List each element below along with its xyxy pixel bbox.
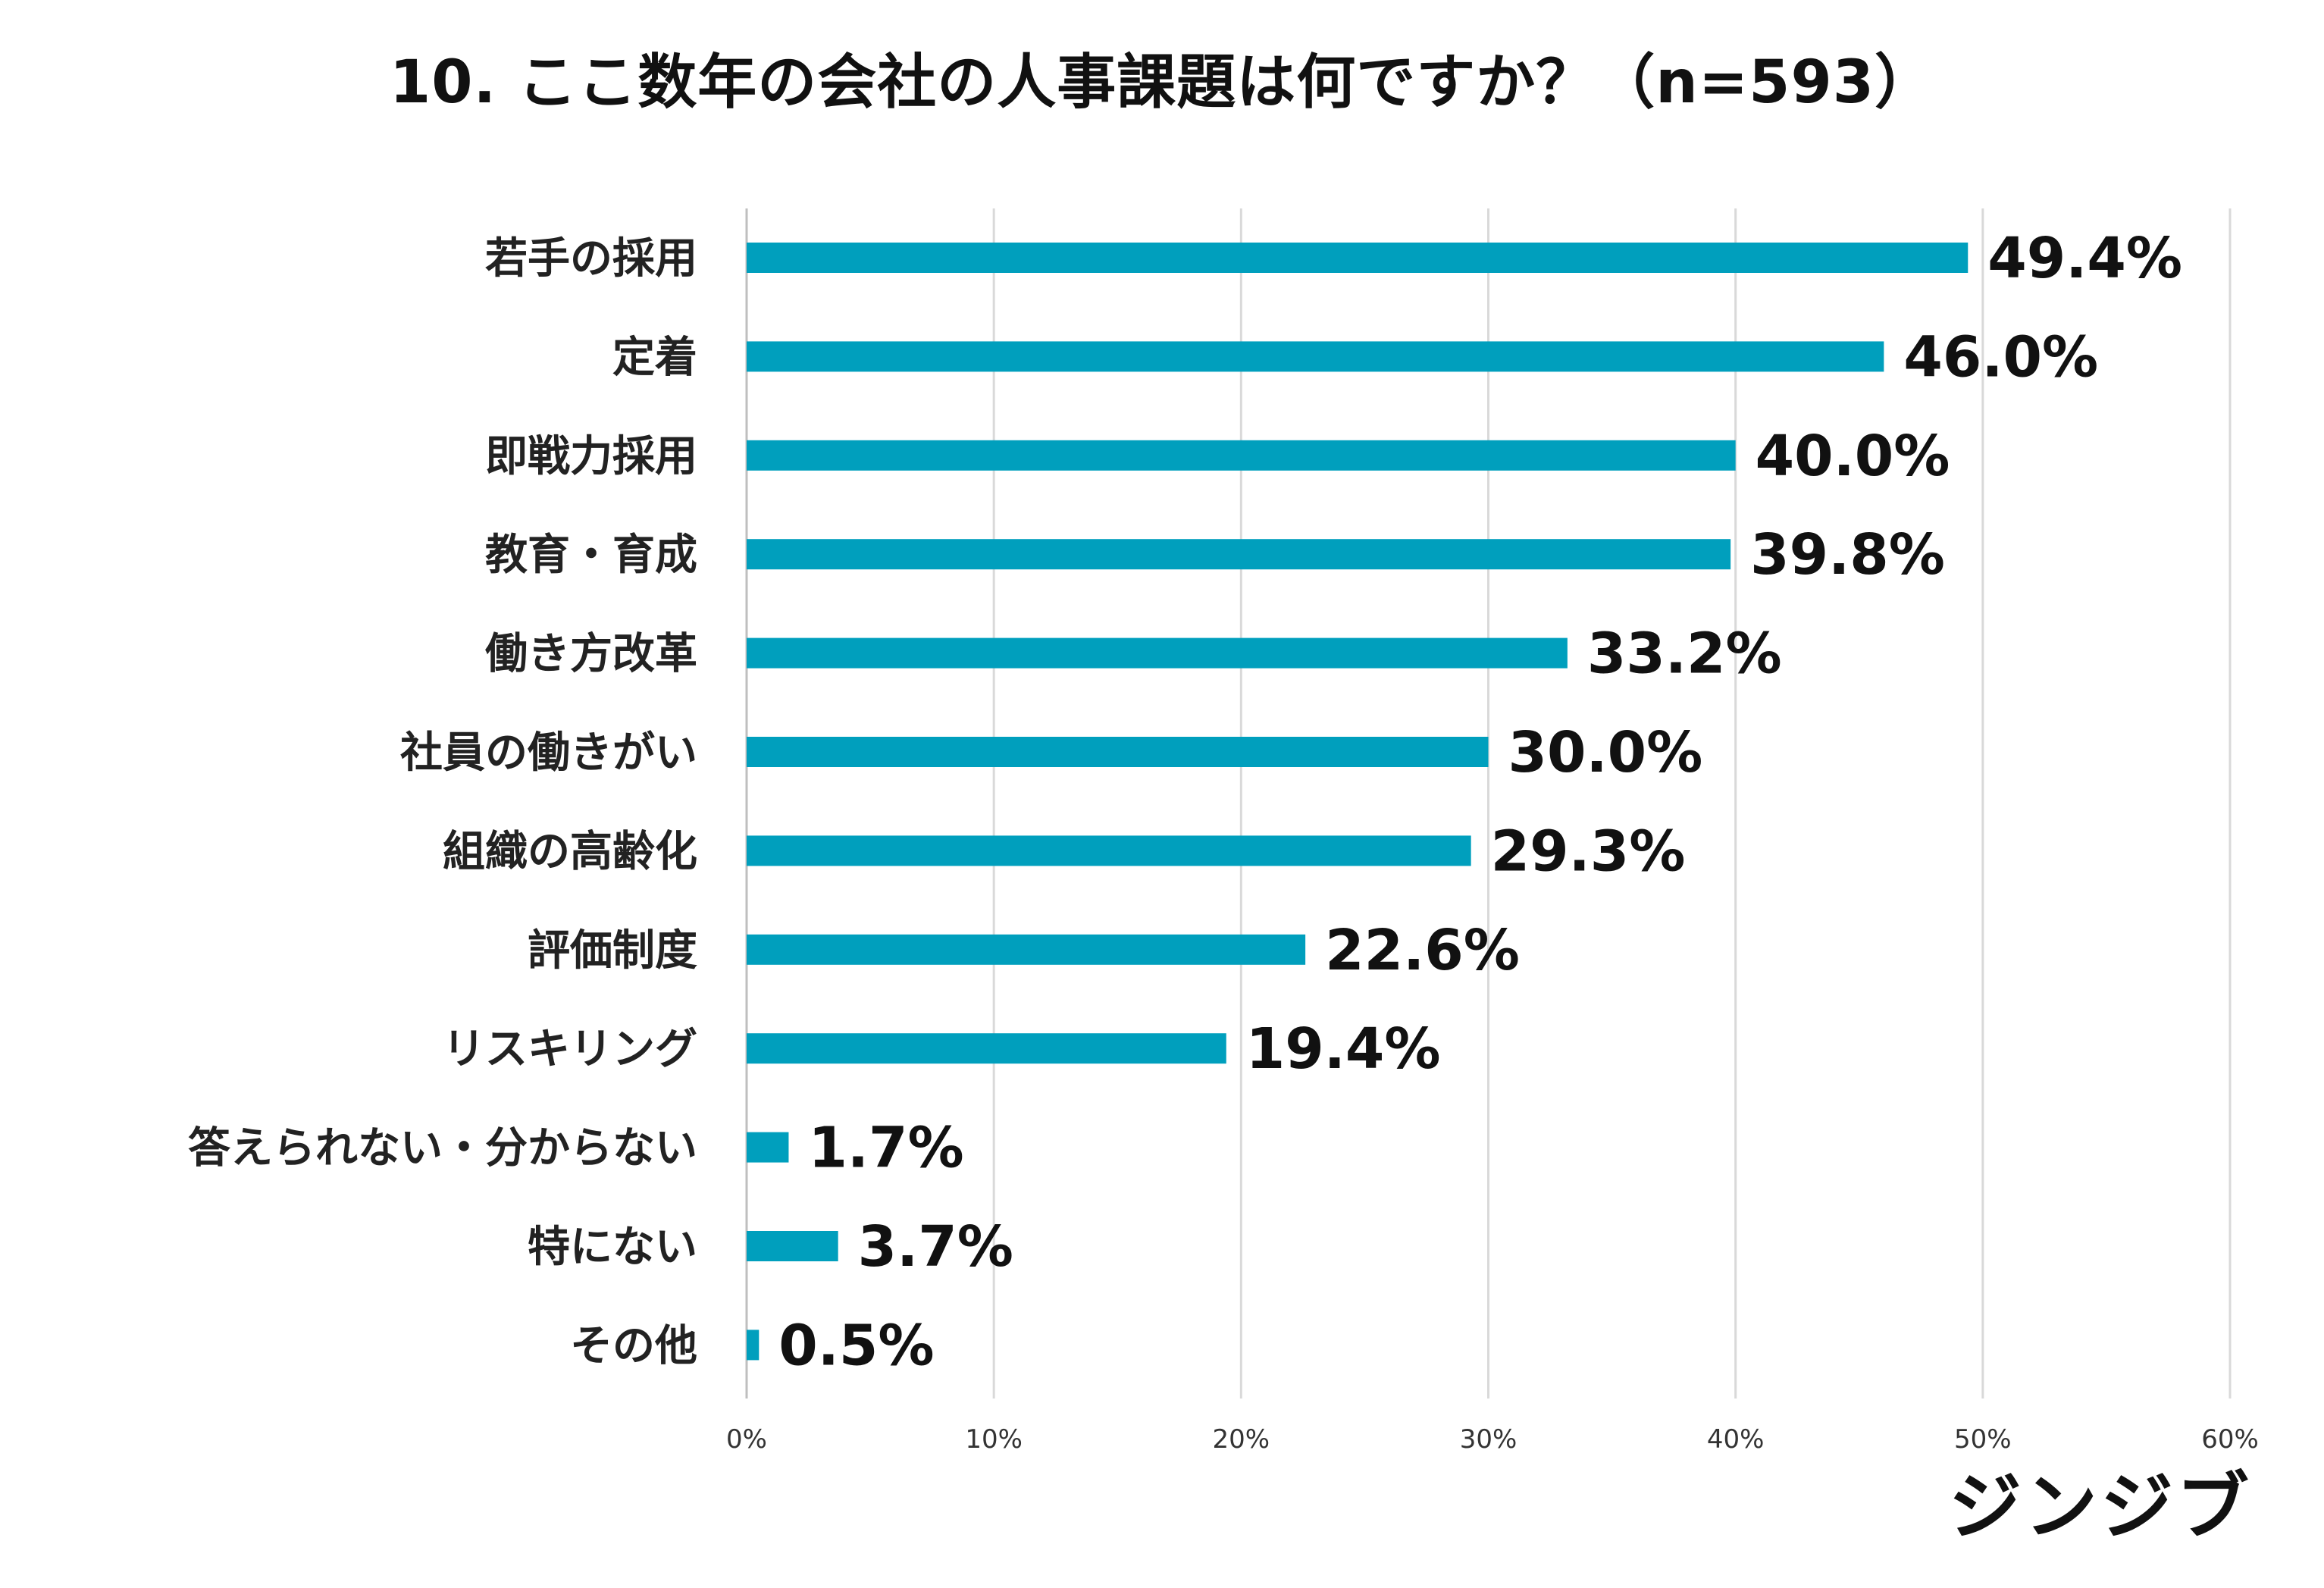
category-label: 若手の採用 <box>485 234 697 283</box>
bar <box>747 440 1736 471</box>
x-axis-ticks: 0% 10% 20% 30% 40% 50% 60% <box>726 1424 2259 1455</box>
bar <box>747 243 1969 273</box>
data-label: 1.7% <box>808 1116 963 1181</box>
brand-logo: ジンジブ <box>1949 1464 2252 1549</box>
category-label: 答えられない・分からない <box>188 1124 697 1173</box>
data-label: 39.8% <box>1750 522 1945 587</box>
bar <box>747 934 1306 965</box>
data-label: 3.7% <box>858 1214 1013 1279</box>
data-label: 29.3% <box>1491 819 1686 884</box>
category-label: 教育・育成 <box>485 531 697 580</box>
x-tick-label: 10% <box>965 1424 1023 1455</box>
bar <box>747 737 1489 767</box>
bars <box>747 243 1969 1361</box>
x-tick-label: 30% <box>1460 1424 1517 1455</box>
data-label: 46.0% <box>1903 324 2098 390</box>
bar <box>747 1132 789 1163</box>
data-label: 49.4% <box>1987 226 2182 291</box>
category-labels: 若手の採用定着即戦力採用教育・育成働き方改革社員の働きがい組織の高齢化評価制度リ… <box>188 234 697 1370</box>
category-label: その他 <box>570 1321 697 1370</box>
category-label: 即戦力採用 <box>485 432 697 481</box>
category-label: 評価制度 <box>528 926 697 976</box>
category-label: 働き方改革 <box>485 630 697 679</box>
category-label: リスキリング <box>443 1025 697 1074</box>
data-label: 19.4% <box>1246 1016 1441 1082</box>
value-labels: 49.4% 46.0% 40.0% 39.8% 33.2% 30.0% 29.3% 22.6%… <box>778 226 2182 1378</box>
bar <box>747 539 1731 570</box>
category-label: 社員の働きがい <box>400 728 697 778</box>
x-tick-label: 20% <box>1213 1424 1270 1455</box>
data-label: 0.5% <box>778 1313 934 1378</box>
chart-title: 10. ここ数年の会社の人事課題は何ですか？（n=593） <box>389 49 1935 117</box>
x-tick-label: 40% <box>1707 1424 1765 1455</box>
x-tick-label: 60% <box>2201 1424 2259 1455</box>
bar <box>747 1231 838 1261</box>
bar <box>747 637 1568 669</box>
data-label: 40.0% <box>1756 424 1950 489</box>
bar <box>747 1033 1226 1064</box>
data-label: 33.2% <box>1587 622 1782 687</box>
category-label: 組織の高齢化 <box>443 827 697 876</box>
data-label: 30.0% <box>1508 720 1703 785</box>
category-label: 特にない <box>528 1223 697 1272</box>
grid-lines <box>745 208 2232 1399</box>
bar <box>747 1330 760 1361</box>
x-tick-label: 0% <box>726 1424 767 1455</box>
bar <box>747 835 1471 866</box>
category-label: 定着 <box>612 333 697 382</box>
x-tick-label: 50% <box>1954 1424 2012 1455</box>
bar <box>747 341 1884 372</box>
data-label: 22.6% <box>1325 918 1520 983</box>
